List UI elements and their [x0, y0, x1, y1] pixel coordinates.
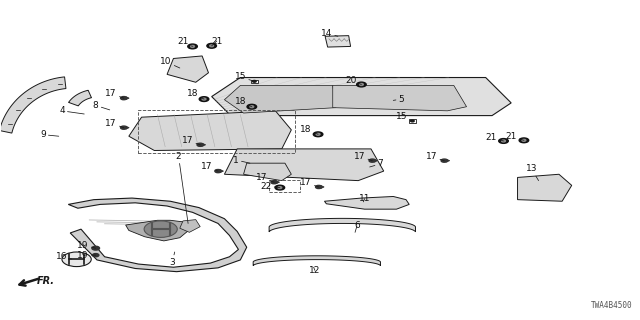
Circle shape: [250, 106, 253, 108]
Circle shape: [360, 84, 364, 85]
Text: FR.: FR.: [36, 276, 54, 286]
Polygon shape: [244, 163, 291, 180]
Circle shape: [369, 159, 376, 162]
Text: 18: 18: [187, 89, 204, 99]
Circle shape: [522, 140, 526, 141]
Text: 17: 17: [182, 136, 200, 145]
Text: 9: 9: [40, 130, 59, 139]
Text: 16: 16: [56, 252, 72, 261]
Circle shape: [502, 140, 506, 142]
Circle shape: [271, 180, 277, 184]
Polygon shape: [68, 90, 92, 106]
Text: 15: 15: [235, 72, 254, 81]
Text: 7: 7: [370, 159, 383, 168]
Text: 8: 8: [93, 101, 109, 110]
Text: 17: 17: [105, 119, 124, 128]
Polygon shape: [167, 56, 209, 82]
Text: 17: 17: [354, 152, 372, 161]
Circle shape: [499, 139, 508, 143]
Circle shape: [247, 104, 257, 109]
Polygon shape: [269, 218, 415, 232]
Circle shape: [197, 143, 204, 146]
Text: 17: 17: [201, 163, 218, 172]
Text: 17: 17: [255, 173, 274, 182]
Text: 21: 21: [177, 37, 193, 46]
Text: 18: 18: [235, 98, 252, 107]
Bar: [269, 180, 300, 192]
Text: 11: 11: [359, 194, 371, 203]
Polygon shape: [333, 85, 467, 111]
Bar: [409, 119, 415, 123]
Circle shape: [207, 44, 216, 48]
Circle shape: [356, 82, 366, 87]
Text: 3: 3: [170, 252, 175, 267]
Text: 18: 18: [300, 125, 318, 134]
Circle shape: [120, 126, 127, 129]
Text: 19: 19: [77, 251, 96, 260]
Circle shape: [278, 187, 282, 188]
Circle shape: [199, 97, 209, 101]
Polygon shape: [68, 198, 246, 272]
Text: 6: 6: [354, 221, 360, 232]
Text: 4: 4: [59, 106, 84, 115]
Circle shape: [411, 120, 414, 122]
Polygon shape: [225, 149, 384, 180]
Bar: [138, 110, 294, 153]
Circle shape: [202, 98, 206, 100]
Text: 10: 10: [160, 57, 180, 68]
Polygon shape: [129, 111, 291, 150]
Text: 19: 19: [77, 241, 96, 250]
Text: 1: 1: [233, 156, 250, 164]
Text: 22: 22: [260, 181, 280, 190]
Polygon shape: [324, 196, 409, 209]
Polygon shape: [180, 220, 200, 232]
Circle shape: [62, 252, 92, 267]
Circle shape: [215, 170, 221, 173]
Polygon shape: [0, 77, 66, 133]
Polygon shape: [225, 85, 336, 113]
Text: 21: 21: [506, 132, 524, 141]
Polygon shape: [253, 256, 380, 266]
Text: 17: 17: [300, 178, 319, 187]
Circle shape: [188, 44, 197, 49]
Polygon shape: [125, 220, 189, 241]
Polygon shape: [518, 174, 572, 201]
Text: 13: 13: [526, 164, 539, 180]
Text: 2: 2: [176, 152, 188, 223]
Circle shape: [191, 45, 195, 47]
Text: 21: 21: [211, 36, 223, 46]
Circle shape: [92, 246, 100, 250]
Text: 17: 17: [105, 89, 124, 98]
Text: 20: 20: [345, 76, 362, 84]
Text: 15: 15: [396, 112, 412, 121]
Circle shape: [144, 221, 177, 237]
Circle shape: [314, 132, 323, 137]
Circle shape: [519, 138, 529, 143]
Circle shape: [210, 45, 214, 47]
Text: 17: 17: [426, 152, 444, 161]
Circle shape: [120, 97, 127, 100]
Text: 12: 12: [309, 266, 321, 275]
Text: TWA4B4500: TWA4B4500: [591, 301, 632, 310]
Circle shape: [441, 159, 447, 162]
Circle shape: [316, 185, 322, 188]
Bar: [251, 80, 257, 83]
Circle shape: [275, 185, 285, 190]
Text: 5: 5: [394, 95, 404, 104]
Circle shape: [93, 253, 99, 257]
Text: 21: 21: [485, 133, 504, 142]
Text: 14: 14: [321, 28, 338, 38]
Polygon shape: [325, 36, 351, 47]
Circle shape: [253, 80, 256, 82]
Polygon shape: [212, 77, 511, 116]
Circle shape: [316, 133, 320, 135]
